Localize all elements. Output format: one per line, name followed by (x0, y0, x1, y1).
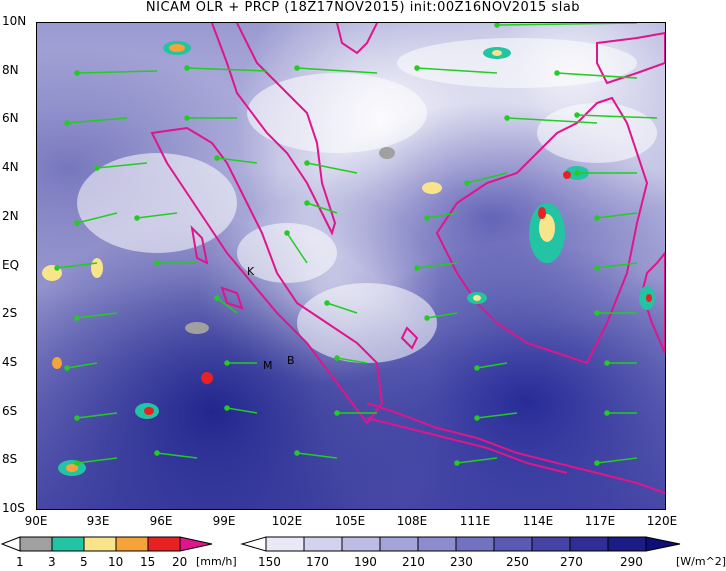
x-label: 90E (24, 514, 48, 528)
y-label: EQ (2, 258, 20, 272)
olr-tick: 230 (450, 555, 473, 569)
y-label: 6S (2, 404, 18, 418)
precip-tick: 20 (172, 555, 188, 569)
olr-colorbar-svg (240, 536, 681, 552)
x-label: 114E (522, 514, 554, 528)
olr-tick: 150 (258, 555, 281, 569)
y-label: 10S (2, 501, 25, 515)
y-label: 10N (2, 14, 27, 28)
map-panel: K M B (36, 22, 666, 510)
x-label: 105E (334, 514, 366, 528)
x-label: 102E (271, 514, 303, 528)
map-title: NICAM OLR + PRCP (18Z17NOV2015) init:00Z… (145, 0, 581, 15)
x-label: 96E (149, 514, 173, 528)
precip-tick: 15 (140, 555, 156, 569)
y-label: 4N (2, 160, 19, 174)
precip-colorbar-svg (0, 536, 213, 552)
y-label: 2S (2, 306, 18, 320)
marker-k: K (247, 265, 255, 278)
olr-tick: 210 (402, 555, 425, 569)
y-label: 8S (2, 452, 18, 466)
precip-cells (42, 41, 655, 476)
y-label: 8N (2, 63, 19, 77)
y-label: 4S (2, 355, 18, 369)
x-label: 108E (396, 514, 428, 528)
precip-unit: [mm/h] (196, 555, 237, 568)
x-label: 111E (459, 514, 491, 528)
precip-tick: 5 (80, 555, 88, 569)
map-svg: K M B (42, 23, 665, 494)
marker-m: M (263, 359, 273, 372)
x-label: 120E (646, 514, 678, 528)
y-label: 6N (2, 111, 19, 125)
precip-tick: 3 (48, 555, 56, 569)
marker-b: B (287, 354, 295, 367)
olr-tick: 290 (620, 555, 643, 569)
x-label: 117E (584, 514, 616, 528)
y-label: 2N (2, 209, 19, 223)
precip-tick: 1 (16, 555, 24, 569)
olr-tick: 190 (354, 555, 377, 569)
olr-tick: 250 (506, 555, 529, 569)
cloud-patches (77, 38, 657, 363)
wind-vectors (54, 23, 658, 466)
x-label: 93E (86, 514, 110, 528)
olr-unit: [W/m^2] (676, 555, 726, 568)
precip-tick: 10 (108, 555, 124, 569)
x-label: 99E (212, 514, 236, 528)
olr-tick: 270 (560, 555, 583, 569)
olr-tick: 170 (306, 555, 329, 569)
